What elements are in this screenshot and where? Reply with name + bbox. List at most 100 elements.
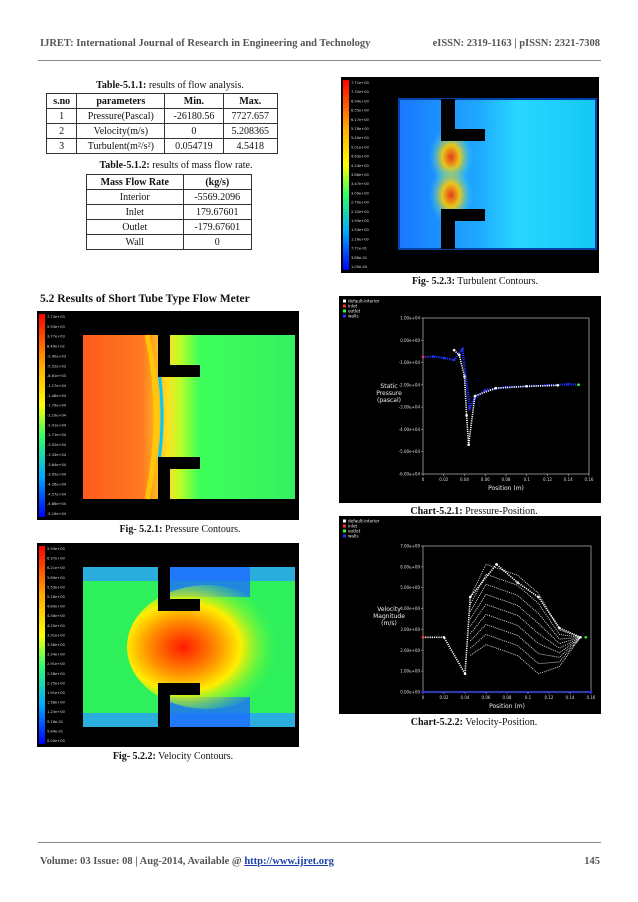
fig523-caption-label: Fig- 5.2.3: xyxy=(411,276,455,287)
legend-scale-label: 3.58e+00 xyxy=(47,643,66,647)
velocity-band-curves xyxy=(469,563,581,675)
velocity-band-line xyxy=(469,623,581,658)
series-outlet xyxy=(577,383,580,386)
pressure-position-svg: 1.00e+04 0.00e+00 -1.00e+04 -2.00e+04 -3.00e… xyxy=(343,299,594,492)
table-cell: Pressure(Pascal) xyxy=(76,108,166,124)
table-cell: Outlet xyxy=(86,219,184,235)
legend-scale-label: -5.19e+04 xyxy=(47,512,67,516)
legend-scale-label: -8.61e+03 xyxy=(47,374,66,378)
chart522-caption-text: Velocity-Position. xyxy=(462,717,538,728)
legend-scale-label: 4.25e+00 xyxy=(47,624,66,628)
table-row: 3 Turbulent(m²/s²) 0.054719 4.5418 xyxy=(45,138,279,154)
table1-caption-label: Table-5.1.1: xyxy=(96,80,147,91)
turbulent-contour-figure: 7.71e+00 7.32e+00 6.94e+00 6.55e+00 6.17e+00… xyxy=(341,77,599,273)
chart521-caption: Chart-5.2.1: Pressure-Position. xyxy=(394,506,554,517)
y-tick-label: 5.00e+00 xyxy=(400,585,420,590)
table-cell: Wall xyxy=(86,234,184,250)
table-header: Max. xyxy=(222,93,279,109)
legend-scale-label: -3.64e+04 xyxy=(47,463,67,467)
series-inlet xyxy=(421,355,425,359)
table1-caption: Table-5.1.1: results of flow analysis. xyxy=(90,80,250,91)
legend-scale-label: 2.25e+00 xyxy=(47,681,66,685)
data-point xyxy=(442,356,446,360)
table-cell: 7727.657 xyxy=(222,108,279,124)
legend-entry: outlet xyxy=(348,529,361,534)
running-header: IJRET: International Journal of Research… xyxy=(40,38,600,49)
data-point xyxy=(463,672,467,676)
chart522-caption-label: Chart-5.2.2: xyxy=(410,717,463,728)
legend-scale-label: -3.02e+04 xyxy=(47,443,67,447)
legend-scale-label: 3.24e+00 xyxy=(47,653,66,657)
series-outlet xyxy=(584,635,588,639)
table-cell: 5.208365 xyxy=(222,123,279,139)
table-cell: Velocity(m/s) xyxy=(76,123,166,139)
legend-scale-label: 4.63e+00 xyxy=(351,155,370,159)
x-axis-label: Position (m) xyxy=(489,703,525,710)
chart521-caption-label: Chart-5.2.1: xyxy=(410,506,463,517)
legend-scale-label: 1.16e+00 xyxy=(351,237,370,241)
chart521-caption-text: Pressure-Position. xyxy=(462,506,538,517)
fig523-caption: Fig- 5.2.3: Turbulent Contours. xyxy=(395,276,555,287)
y-tick-label: 2.00e+00 xyxy=(400,648,420,653)
y-tick-label: 1.00e+04 xyxy=(400,316,420,321)
series-walls xyxy=(421,690,593,694)
velocity-band-line xyxy=(469,573,581,638)
y-tick-label: 1.00e+00 xyxy=(400,669,420,674)
x-tick-label: 0 xyxy=(422,477,425,482)
data-point xyxy=(463,375,466,378)
mass-flow-table: Mass Flow Rate (kg/s) Interior -5569.209… xyxy=(86,174,253,250)
legend-scale-label: 6.55e+00 xyxy=(351,109,370,113)
fig522-caption-label: Fig- 5.2.2: xyxy=(112,751,156,762)
plot-frame xyxy=(422,545,592,693)
plot-frame xyxy=(422,317,590,475)
legend-scale-label: 3.47e+00 xyxy=(351,182,370,186)
table-header: s.no xyxy=(45,93,78,109)
legend-scale-label: 5.93e+03 xyxy=(47,325,65,329)
data-point xyxy=(468,406,471,409)
legend-scale-label: 6.21e+00 xyxy=(47,566,66,570)
table2-caption: Table-5.1.2: results of mass flow rate. xyxy=(86,160,266,171)
table-row: Wall 0 xyxy=(86,234,253,250)
data-point xyxy=(584,635,588,639)
legend-scale-label: 6.17e+00 xyxy=(351,118,370,122)
series-walls xyxy=(421,346,580,412)
legend-scale-label: 5.40e+00 xyxy=(351,136,370,140)
fig521-caption: Fig- 5.2.1: Pressure Contours. xyxy=(115,524,245,535)
data-point xyxy=(473,394,477,398)
legend-scale-label: 2.32e+00 xyxy=(351,210,370,214)
turbulent-legend-labels: 7.71e+00 7.32e+00 6.94e+00 6.55e+00 6.17e+00… xyxy=(351,81,370,269)
journal-link[interactable]: http://www.ijret.org xyxy=(244,856,334,867)
table2-caption-label: Table-5.1.2: xyxy=(99,160,150,171)
fig523-caption-text: Turbulent Contours. xyxy=(454,276,539,287)
x-tick-label: 0 xyxy=(422,695,425,700)
legend-scale-label: 3.86e+00 xyxy=(351,173,370,177)
legend-scale-label: -5.52e+03 xyxy=(47,364,66,368)
table-header: Mass Flow Rate xyxy=(86,174,184,190)
data-point xyxy=(566,383,570,386)
turbulent-legend-bar xyxy=(343,80,349,270)
y-tick-label: -2.00e+04 xyxy=(399,382,421,387)
velocity-position-chart: 7.00e+00 6.00e+00 5.00e+00 4.00e+00 3.00e+00… xyxy=(339,516,601,714)
pressure-legend-bar xyxy=(39,314,45,517)
legend-swatch xyxy=(343,309,346,313)
pressure-contour-svg: 7.73e+03 5.93e+03 3.77e+03 8.40e+02 -2.40e+0… xyxy=(39,314,295,517)
legend-scale-label: 5.84e-01 xyxy=(47,729,63,733)
x-tick-label: 0.04 xyxy=(461,695,470,700)
x-tick-label: 0.1 xyxy=(524,477,531,482)
x-tick-label: 0.1 xyxy=(525,695,532,700)
pressure-legend-labels: 7.73e+03 5.93e+03 3.77e+03 8.40e+02 -2.40e+0… xyxy=(47,315,67,516)
turbulent-contour-svg: 7.71e+00 7.32e+00 6.94e+00 6.55e+00 6.17e+00… xyxy=(343,80,597,270)
pressure-position-chart: 1.00e+04 0.00e+00 -1.00e+04 -2.00e+04 -3.00e… xyxy=(339,296,601,503)
data-point xyxy=(465,414,468,417)
data-point xyxy=(421,690,425,694)
data-point xyxy=(442,635,446,639)
table-cell: Inlet xyxy=(86,204,184,220)
table-header: Min. xyxy=(164,93,224,109)
legend-scale-label: 7.71e-01 xyxy=(351,247,367,251)
flow-analysis-table: s.no parameters Min. Max. 1 Pressure(Pas… xyxy=(45,93,279,154)
data-point xyxy=(537,595,540,599)
legend-scale-label: -4.57e+04 xyxy=(47,492,67,496)
table2-caption-text: results of mass flow rate. xyxy=(149,160,253,171)
table-cell: -179.67601 xyxy=(182,219,253,235)
legend-scale-label: 3.86e-01 xyxy=(351,256,367,260)
